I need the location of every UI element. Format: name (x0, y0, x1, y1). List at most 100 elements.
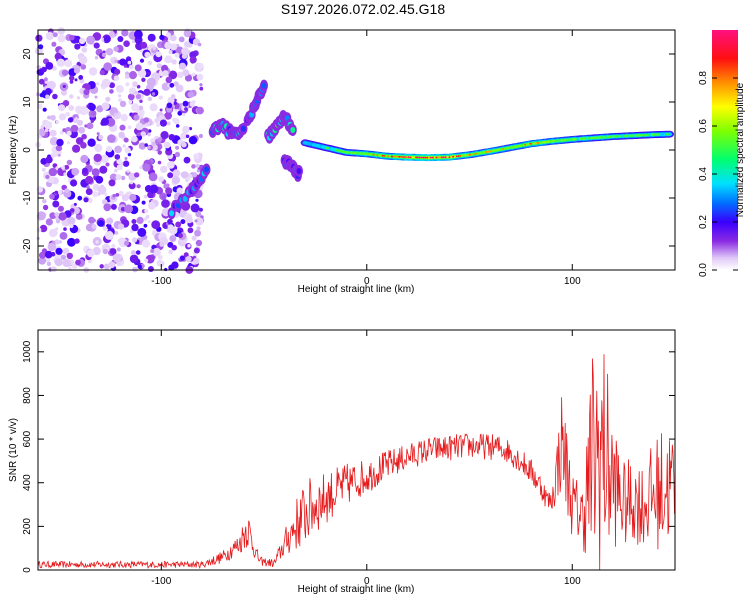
spectrogram-speckle (64, 188, 70, 194)
spectrogram-speckle (150, 249, 155, 253)
spectrogram-ridge (325, 146, 329, 150)
spectrogram-speckle (136, 184, 141, 189)
spectrogram-ridge (614, 135, 618, 138)
spectrogram-speckle (80, 64, 87, 70)
spectrogram-ridge (391, 155, 393, 158)
spectrogram-speckle (161, 64, 169, 72)
spectrogram-speckle (167, 96, 175, 105)
spectrogram-speckle (42, 198, 47, 204)
spectrogram-speckle (49, 136, 59, 146)
spectrogram-speckle (191, 235, 197, 241)
spectrogram-speckle (199, 83, 203, 87)
spectrogram-speckle (189, 101, 195, 107)
spectrogram-ridge (489, 150, 492, 153)
spectrogram-speckle (193, 247, 200, 254)
spectrogram-ridge (582, 137, 587, 140)
spectrogram-speckle (121, 29, 129, 37)
spectrogram-speckle (104, 193, 108, 196)
spectrogram-ridge (665, 133, 670, 136)
spectrogram-speckle (67, 117, 74, 123)
spectrogram-speckle (50, 114, 56, 121)
spectrogram-speckle (147, 145, 151, 150)
spectrogram-speckle (62, 128, 67, 133)
spectrogram-speckle (92, 246, 101, 256)
spectrogram-ridge (426, 156, 429, 159)
spectrogram-speckle (171, 94, 176, 99)
spectrogram-ridge (416, 156, 419, 159)
spectrogram-speckle (41, 167, 46, 172)
spectrogram-ridge (428, 156, 430, 159)
spectrogram-speckle (70, 208, 75, 213)
spectrogram-speckle (87, 138, 96, 147)
y-tick-label: -20 (22, 238, 33, 253)
spectrogram-speckle (123, 40, 130, 47)
spectrogram-speckle (134, 30, 143, 39)
spectrogram-speckle (113, 46, 119, 52)
spectrogram-speckle (159, 241, 165, 247)
spectrogram-speckle (95, 82, 100, 86)
spectrogram-speckle (106, 117, 116, 127)
spectrogram-speckle (99, 264, 104, 269)
spectrogram-speckle (196, 73, 204, 81)
spectrogram-speckle (139, 58, 145, 63)
spectrogram-speckle (120, 207, 126, 212)
spectrogram-speckle (66, 252, 74, 260)
spectrogram-speckle (77, 195, 83, 201)
spectrogram-speckle (42, 107, 47, 112)
spectrogram-speckle (45, 156, 53, 164)
spectrogram-speckle (94, 143, 103, 153)
spectrogram-speckle (167, 172, 174, 179)
spectrogram-speckle (86, 185, 90, 189)
spectrogram-speckle (195, 211, 202, 218)
spectrogram-speckle (119, 58, 127, 66)
spectrogram-speckle (39, 224, 48, 233)
spectrogram-speckle (41, 66, 47, 73)
spectrogram-speckle (56, 138, 64, 147)
spectrogram-ridge (529, 142, 532, 145)
spectrogram-speckle (45, 62, 54, 70)
spectrogram-speckle (108, 261, 116, 269)
spectrogram-speckle (88, 67, 98, 76)
spectrogram-speckle (175, 145, 180, 150)
spectrogram-speckle (63, 227, 67, 231)
spectrogram-speckle (169, 226, 178, 235)
spectrogram-speckle (118, 190, 124, 197)
spectrogram-ridge (404, 156, 406, 159)
spectrogram-speckle (129, 193, 137, 202)
spectrogram-speckle (49, 129, 57, 137)
spectrogram-speckle (60, 254, 67, 260)
spectrogram-ridge (474, 153, 477, 155)
spectrogram-speckle (143, 217, 148, 222)
spectrogram-speckle (164, 41, 172, 50)
spectrogram-speckle (117, 94, 122, 98)
spectrogram-ridge (429, 156, 432, 159)
spectrogram-speckle (177, 71, 184, 79)
y-tick-label: 0 (22, 147, 33, 153)
spectrogram-speckle (195, 198, 199, 202)
spectrogram-speckle (185, 134, 190, 139)
spectrogram-ridge (424, 156, 427, 159)
spectrogram-speckle (187, 227, 194, 234)
spectrogram-speckle (42, 204, 49, 211)
snr-series-line (37, 354, 675, 571)
spectrogram-speckle (114, 145, 122, 154)
spectrogram-speckle (186, 176, 191, 181)
spectrogram-speckle (168, 134, 175, 141)
spectrogram-speckle (105, 145, 113, 153)
spectrogram-speckle (102, 248, 109, 255)
spectrogram-speckle (116, 164, 123, 171)
spectrogram-speckle (121, 194, 129, 202)
spectrogram-speckle (138, 105, 144, 111)
spectrogram-speckle (58, 104, 66, 112)
spectrogram-speckle (167, 161, 175, 169)
spectrogram-ridge (415, 156, 418, 159)
colorbar-label: Normalized spectral amplitude (735, 82, 746, 217)
spectrogram-speckle (67, 216, 76, 225)
spectrogram-ridge (485, 151, 488, 153)
spectrogram-speckle (52, 177, 59, 185)
spectrogram-speckle (99, 165, 108, 174)
spectrogram-speckle (96, 132, 100, 136)
spectrogram-speckle (124, 74, 130, 79)
snr-x-label: Height of straight line (km) (298, 584, 415, 595)
